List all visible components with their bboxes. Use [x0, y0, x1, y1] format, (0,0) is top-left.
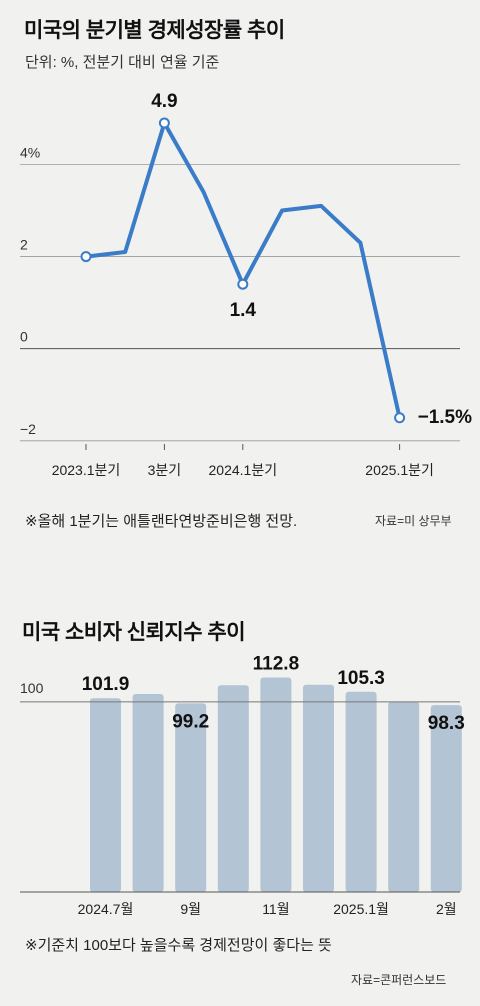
data-label: −1.5% [418, 407, 473, 428]
y-tick-label: 100 [20, 680, 44, 696]
confidence-bar-chart: 100 2024.7월 9월 11월 2025.1월 2월 101.9 99.2 112.8 10… [20, 653, 465, 917]
data-point-marker [394, 412, 406, 424]
data-label: 4.9 [151, 91, 177, 112]
y-tick-label: −2 [20, 421, 36, 437]
chart1-unit: 단위: %, 전분기 대비 연율 기준 [25, 54, 220, 71]
y-tick-label: 0 [20, 329, 28, 345]
bar [90, 698, 121, 892]
data-point-marker [158, 117, 170, 129]
data-label: 98.3 [428, 713, 465, 734]
bar [175, 703, 207, 892]
x-tick-label: 2024.7월 [78, 901, 134, 917]
growth-series-line [84, 121, 402, 420]
data-label: 112.8 [253, 653, 300, 674]
x-tick-label: 2025.1분기 [365, 462, 434, 478]
y-tick-label: 4% [20, 144, 40, 160]
data-point-marker [80, 251, 92, 263]
chart2-note: ※기준치 100보다 높을수록 경제전망이 좋다는 뜻 [25, 937, 332, 954]
bar [430, 705, 462, 892]
y-tick-label: 2 [20, 237, 28, 253]
chart2-source: 자료=콘퍼런스보드 [351, 973, 447, 987]
x-tick-label: 11월 [262, 901, 289, 917]
x-tick-label: 2025.1월 [333, 901, 389, 917]
x-tick-label: 2024.1분기 [209, 462, 278, 478]
data-point-marker [237, 278, 249, 290]
data-label: 99.2 [172, 711, 209, 732]
chart1-source: 자료=미 상무부 [375, 514, 452, 528]
chart2-title: 미국 소비자 신뢰지수 추이 [22, 621, 246, 644]
bar [303, 684, 334, 892]
bar [217, 685, 249, 892]
data-label: 105.3 [337, 668, 385, 689]
bar [345, 691, 377, 892]
data-label: 1.4 [230, 300, 257, 321]
x-tick-label: 2월 [436, 901, 457, 917]
chart1-title: 미국의 분기별 경제성장률 추이 [24, 19, 285, 42]
x-tick-label: 9월 [180, 901, 201, 917]
data-label: 101.9 [82, 674, 130, 695]
bar [260, 677, 292, 892]
chart1-note: ※올해 1분기는 애틀랜타연방준비은행 전망. [25, 513, 298, 530]
bar [132, 694, 164, 892]
x-tick-label: 2023.1분기 [52, 462, 121, 478]
x-tick-label: 3분기 [148, 462, 182, 478]
growth-line-chart: 4% 2 0 −2 2023.1분기 3분기 2024.1분기 2025.1분기 4.9 1.4 −… [20, 91, 473, 478]
bar [388, 701, 420, 892]
